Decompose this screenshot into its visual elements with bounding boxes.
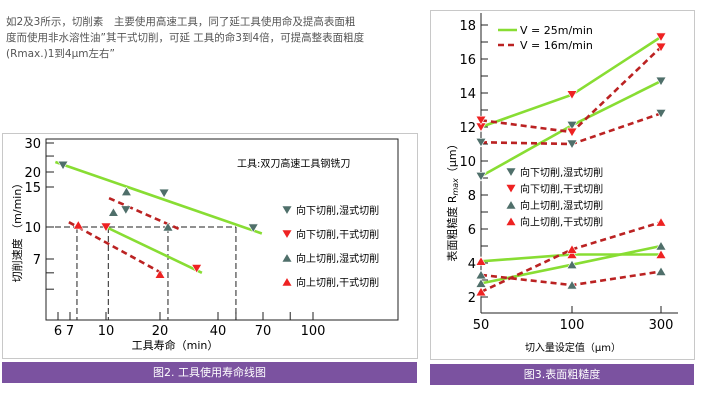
y-tick-label: 14 — [459, 87, 476, 102]
legend-marker — [281, 229, 293, 240]
legend-label: 向上切削,干式切削 — [520, 216, 603, 229]
data-point — [158, 188, 170, 199]
data-point — [475, 256, 487, 266]
y-tick-label: 10 — [459, 155, 476, 170]
legend-label: 向下切削,湿式切削 — [296, 204, 379, 217]
trend-line — [68, 221, 165, 276]
y-tick-label: 8 — [468, 189, 476, 204]
legend-label: 向上切削,湿式切削 — [296, 252, 379, 265]
intro-text: 如2及3所示，切削素 主要使用高速工具，同了延工具使用命及提高表面粗 度而使用非… — [6, 14, 416, 62]
data-point — [655, 249, 667, 259]
data-point — [655, 266, 667, 276]
x-tick-label: 20 — [152, 324, 169, 339]
y-tick-label: 30 — [24, 137, 41, 152]
x-tick-label: 70 — [255, 324, 272, 339]
legend-marker — [281, 205, 293, 216]
y-axis-label: 切削速度 （m/min） — [10, 178, 24, 283]
legend-marker — [505, 216, 517, 226]
y-tick-label: 20 — [24, 166, 41, 181]
x-tick-label: 50 — [473, 318, 490, 333]
data-point — [247, 223, 259, 233]
data-point — [120, 205, 132, 215]
y-tick-label: 7 — [33, 253, 41, 268]
y-tick-label: 16 — [459, 53, 476, 68]
legend-label: 向下切削,湿式切削 — [520, 166, 603, 179]
intro-line: (Rmax.)1到4μm左右” — [6, 48, 115, 60]
legend-marker — [281, 276, 293, 287]
x-tick-label: 300 — [649, 318, 674, 333]
plot-area — [45, 138, 399, 321]
data-point — [191, 264, 203, 274]
data-point — [566, 280, 578, 290]
legend-marker — [505, 184, 517, 194]
x-tick-label: 7 — [66, 324, 74, 339]
data-point — [475, 138, 487, 148]
data-point — [566, 244, 578, 254]
data-point — [655, 217, 667, 227]
legend-marker — [281, 252, 293, 263]
x-tick-label: 10 — [98, 324, 115, 339]
x-axis-label: 工具寿命（min） — [132, 338, 219, 352]
legend-line-label: V = 25m/min — [520, 24, 593, 37]
data-point — [100, 222, 112, 233]
data-point — [566, 121, 578, 131]
roughness-chart-frame — [430, 10, 695, 360]
legend-label: 向下切削,干式切削 — [296, 228, 379, 241]
figure2-caption: 图2. 工具使用寿命线图 — [2, 362, 417, 383]
data-point — [655, 240, 667, 251]
data-point — [475, 269, 487, 280]
y-tick-label: 10 — [24, 221, 41, 236]
data-point — [566, 249, 578, 259]
y-tick-label: 2 — [468, 291, 476, 306]
chart-subtitle: 工具:双刀高速工具钢铣刀 — [237, 157, 350, 170]
intro-line: 如2及3所示，切削素 主要使用高速工具，同了延工具使用命及提高表面粗 — [6, 16, 356, 28]
x-tick-label: 100 — [560, 318, 585, 333]
series-line — [480, 46, 662, 134]
trend-line — [54, 160, 263, 235]
data-point — [566, 259, 578, 270]
data-point — [120, 186, 132, 197]
data-point — [475, 286, 487, 297]
legend-marker — [505, 199, 517, 210]
figure3-caption: 图3.表面粗糙度 — [430, 364, 694, 385]
data-point — [566, 139, 578, 150]
x-tick-label: 40 — [210, 324, 227, 339]
y-tick-label: 4 — [468, 257, 476, 272]
legend-label: 向下切削,干式切削 — [520, 183, 603, 196]
legend-label: 向上切削,干式切削 — [296, 276, 379, 289]
data-point — [566, 127, 578, 138]
data-point — [72, 219, 84, 230]
data-point — [475, 172, 487, 182]
data-point — [655, 32, 667, 42]
data-point — [655, 76, 667, 87]
x-tick-label: 100 — [301, 324, 326, 339]
data-point — [154, 269, 166, 279]
legend-line-label: V = 16m/min — [520, 39, 593, 52]
legend-marker — [505, 167, 517, 178]
x-axis-label: 切入量设定值（μm） — [525, 341, 621, 354]
intro-line: 度而使用非水溶性油”其干式切削，可延 工具的命3到4倍，可提高整表面粗度 — [6, 32, 365, 44]
y-tick-label: 6 — [468, 223, 476, 238]
y-tick-label: 18 — [459, 19, 476, 34]
data-point — [566, 90, 578, 100]
y-tick-label: 12 — [459, 121, 476, 136]
data-point — [162, 221, 174, 232]
data-point — [655, 42, 667, 53]
tool-life-chart-frame — [2, 133, 418, 359]
x-tick-label: 6 — [54, 324, 62, 339]
y-tick-label: 15 — [24, 181, 41, 196]
data-point — [475, 115, 487, 126]
data-point — [655, 109, 667, 119]
legend-label: 向上切削,湿式切削 — [520, 199, 603, 212]
trend-line — [105, 225, 203, 275]
data-point — [57, 160, 69, 171]
data-point — [107, 207, 119, 217]
y-axis-label: 表面粗糙度 Rmax（μm） — [445, 138, 460, 261]
